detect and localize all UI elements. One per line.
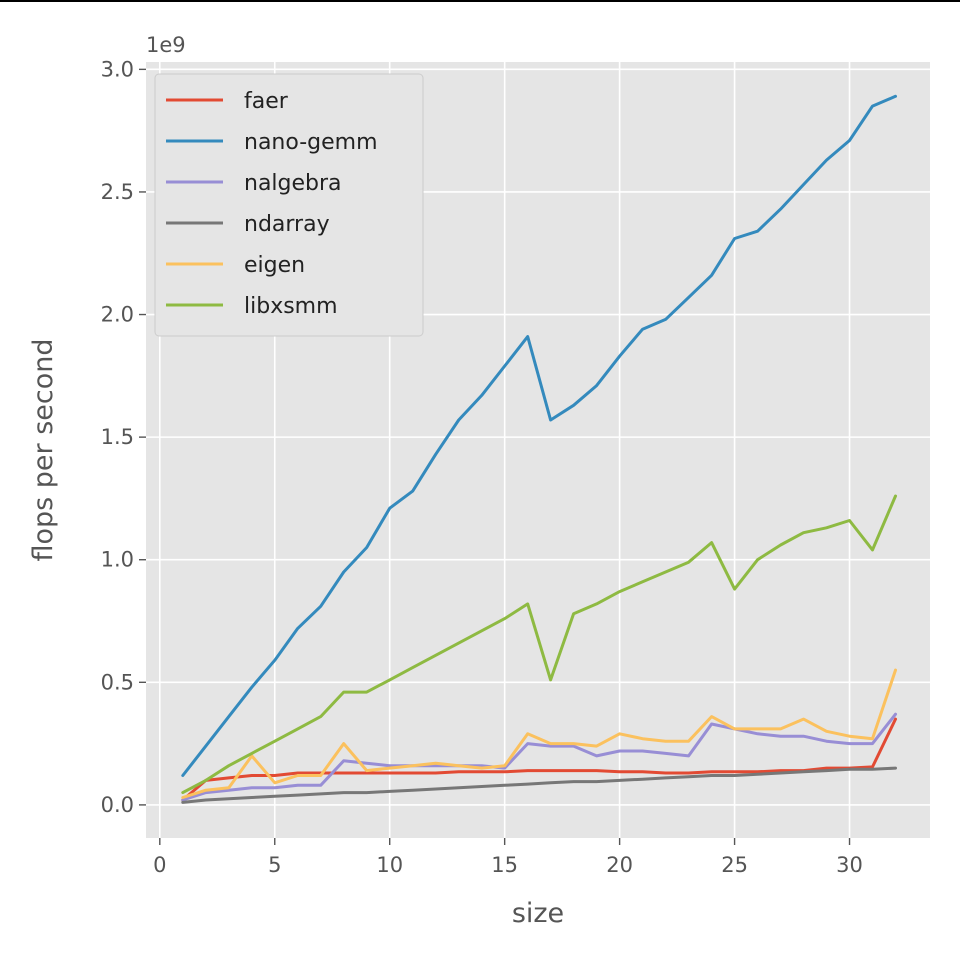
x-tick-label: 0 [153,853,166,877]
y-tick-label: 0.5 [101,670,134,694]
y-tick-label: 0.0 [101,793,134,817]
legend: faer nano-gemm nalgebra ndarray eigen libxsmm [154,73,424,337]
series-line-nano-gemm [181,94,897,777]
legend-label-nano-gemm: nano-gemm [244,130,378,155]
y-tick-label: 2.0 [101,303,134,327]
legend-label-nalgebra: nalgebra [244,171,342,196]
y-axis-label: flops per second [28,338,59,561]
y-axis-ticks: 0.0 0.5 1.0 1.5 2.0 2.5 3.0 [101,57,146,817]
x-axis-label: size [512,898,564,929]
x-tick-label: 5 [268,853,281,877]
x-tick-label: 15 [491,853,518,877]
series-line-libxsmm [181,494,897,795]
legend-label-faer: faer [244,89,289,114]
y-tick-label: 1.0 [101,548,134,572]
y-tick-label: 3.0 [101,57,134,81]
legend-label-eigen: eigen [244,253,305,278]
top-border [0,0,960,2]
x-tick-label: 25 [721,853,748,877]
y-offset-label: 1e9 [146,33,186,57]
y-tick-label: 2.5 [101,180,134,204]
y-tick-label: 1.5 [101,425,134,449]
series-line-faer [181,717,897,802]
x-tick-label: 20 [606,853,633,877]
series-lines [181,94,897,804]
x-tick-label: 10 [376,853,403,877]
series-line-ndarray [181,766,897,804]
x-axis-ticks: 0 5 10 15 20 25 30 [153,838,863,877]
legend-label-libxsmm: libxsmm [244,294,338,319]
series-line-nalgebra [181,712,897,802]
series-line-eigen [181,668,897,799]
x-tick-label: 30 [836,853,863,877]
legend-label-ndarray: ndarray [244,212,330,237]
